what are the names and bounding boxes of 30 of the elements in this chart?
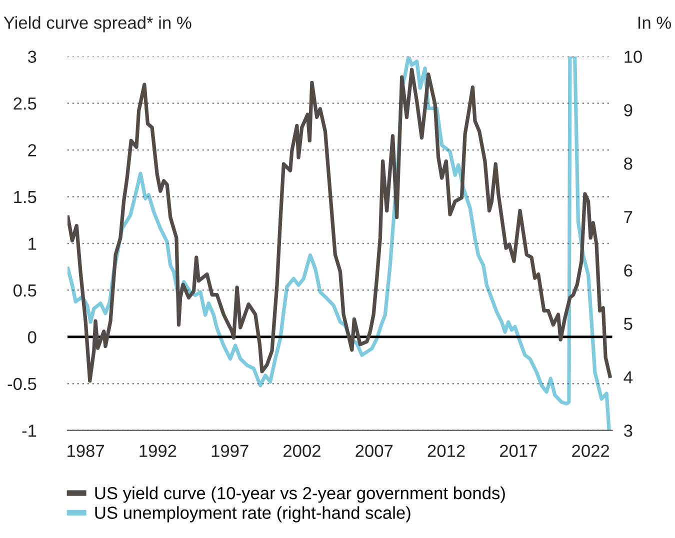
y2-tick-label: 8 xyxy=(624,157,632,170)
line-series xyxy=(68,68,612,383)
y2-tick-label: 3 xyxy=(624,424,632,437)
legend-label: US unemployment rate (right-hand scale) xyxy=(95,506,410,522)
x-tick-label: 2002 xyxy=(284,444,320,458)
y2-tick-label: 7 xyxy=(624,211,632,224)
x-tick-label: 1992 xyxy=(140,444,176,458)
y-tick-label: -0.5 xyxy=(8,378,36,390)
x-tick-label: 1987 xyxy=(68,444,104,458)
y-tick-label: 1 xyxy=(28,238,36,250)
y2-tick-label: 6 xyxy=(624,264,632,277)
y-tick-label: 0.5 xyxy=(13,284,36,297)
y2-tick-label: 5 xyxy=(624,318,632,330)
x-tick-label: 1997 xyxy=(212,444,248,458)
legend-label: US yield curve (10-year vs 2-year government bonds) xyxy=(95,486,505,503)
y2-tick-label: 10 xyxy=(624,50,642,63)
y-tick-label: 1.5 xyxy=(14,191,36,204)
x-tick-label: 2007 xyxy=(356,444,393,458)
x-tick-label: 2017 xyxy=(500,444,537,458)
y-axis-title: Yield curve spread* in % xyxy=(4,16,192,32)
y2-tick-label: 9 xyxy=(624,104,632,116)
y-tick-label: -1 xyxy=(22,424,36,437)
y-tick-label: 2 xyxy=(28,144,36,156)
y2-tick-label: 4 xyxy=(624,371,632,384)
y2-axis-title: In % xyxy=(638,16,672,29)
x-tick-label: 2012 xyxy=(428,444,465,458)
x-tick-label: 2022 xyxy=(572,444,610,458)
y-tick-label: 2.5 xyxy=(14,97,36,110)
y-tick-label: 3 xyxy=(28,50,36,63)
y-tick-label: 0 xyxy=(28,331,36,344)
